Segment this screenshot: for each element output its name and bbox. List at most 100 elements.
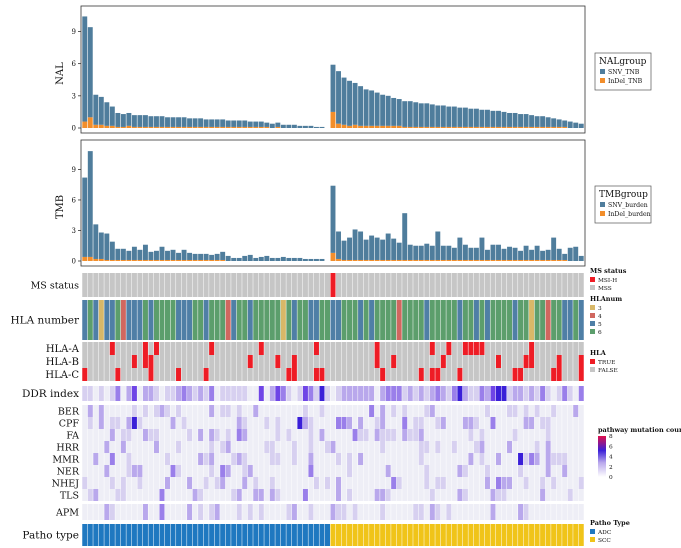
hla-number-cell [319,300,325,340]
ber-cell [369,405,375,417]
mmr-cell [142,453,148,465]
nhej-row-label: NHEJ [52,479,80,490]
tmb-bar-snv-burden [391,238,397,260]
ber-cell [429,405,435,417]
hrr-cell [358,441,364,453]
hla-b-cell [308,355,314,368]
ms-status-row-label: MS status [31,281,80,292]
tls-cell [264,489,270,501]
hla-number-cell [291,300,297,340]
fa-cell [225,429,231,441]
hla-number-cell [253,300,259,340]
ms-status-cell [457,273,463,297]
fa-cell [280,429,286,441]
tmb-bar-indel-burden [198,259,204,261]
tmb-bar-indel-burden [540,259,546,261]
hla-c-cell [242,368,248,381]
count-legend-tick: 4 [609,455,613,461]
ner-cell [82,465,88,477]
fa-cell [98,429,104,441]
tmb-bar-snv-burden [126,250,132,260]
ner-cell [269,465,275,477]
ddr-index-cell [142,386,148,401]
apm-cell [280,504,286,520]
hla-c-cell [358,368,364,381]
tls-cell [324,489,330,501]
tls-cell [198,489,204,501]
tls-cell [418,489,424,501]
patho-type-cell [523,524,529,546]
apm-cell [473,504,479,520]
tmb-bar-indel-burden [479,259,485,261]
ber-cell [242,405,248,417]
nhej-cell [109,477,115,489]
ner-cell [120,465,126,477]
ner-cell [446,465,452,477]
hla-a-cell [115,342,121,355]
tmb-bar-snv-burden [214,253,220,260]
ner-cell [203,465,209,477]
cpf-cell [203,417,209,429]
nhej-cell [98,477,104,489]
cpf-cell [578,417,584,429]
nal-bar-indel-tnb [176,126,181,128]
patho-type-cell [159,524,165,546]
nhej-cell [523,477,529,489]
cpf-cell [137,417,143,429]
apm-cell [573,504,579,520]
mmr-cell [109,453,115,465]
tls-cell [159,489,165,501]
apm-cell [435,504,441,520]
fa-cell [413,429,419,441]
ber-cell [424,405,430,417]
mmr-cell [429,453,435,465]
nal-bar-snv-tnb [573,122,579,128]
ms-status-cell [131,273,137,297]
fa-cell [269,429,275,441]
hla-c-cell [451,368,457,381]
tls-cell [529,489,535,501]
nal-bar-snv-tnb [490,110,496,127]
tmb-bar-snv-burden [496,244,501,260]
patho-type-cell [297,524,303,546]
ber-cell [302,405,308,417]
ber-cell [402,405,408,417]
cpf-cell [324,417,330,429]
nal-bar-snv-tnb [126,112,132,126]
ner-cell [540,465,546,477]
hla-c-cell [424,368,430,381]
tls-cell [507,489,513,501]
ddr-index-cell [231,386,237,401]
hla-number-cell [424,300,430,340]
hla-number-cell [269,300,275,340]
patho-type-cell [407,524,413,546]
fa-cell [93,429,99,441]
tmb-bar-snv-burden [523,245,529,260]
hla-a-cell [153,342,159,355]
ddr-index-cell [120,386,126,401]
ber-cell [187,405,193,417]
tls-cell [313,489,319,501]
fa-cell [578,429,584,441]
apm-cell [198,504,204,520]
hla-c-cell [435,368,441,381]
hla-b-cell [440,355,446,368]
tmb-bar-indel-burden [545,259,551,261]
ber-cell [203,405,209,417]
cpf-cell [231,417,237,429]
cpf-cell [275,417,281,429]
tmb-bar-indel-burden [407,259,413,261]
hla-b-cell [341,355,347,368]
apm-cell [313,504,319,520]
ms-status-cell [313,273,319,297]
ber-cell [313,405,319,417]
nhej-cell [562,477,568,489]
mmr-cell [242,453,248,465]
tmb-bar-snv-burden [137,249,143,260]
ms-status-legend-label: MSS [598,286,612,292]
tmb-bar-indel-burden [496,259,501,261]
mmr-cell [198,453,204,465]
hla-number-cell [440,300,446,340]
ddr-index-cell [529,386,535,401]
tls-cell [242,489,248,501]
